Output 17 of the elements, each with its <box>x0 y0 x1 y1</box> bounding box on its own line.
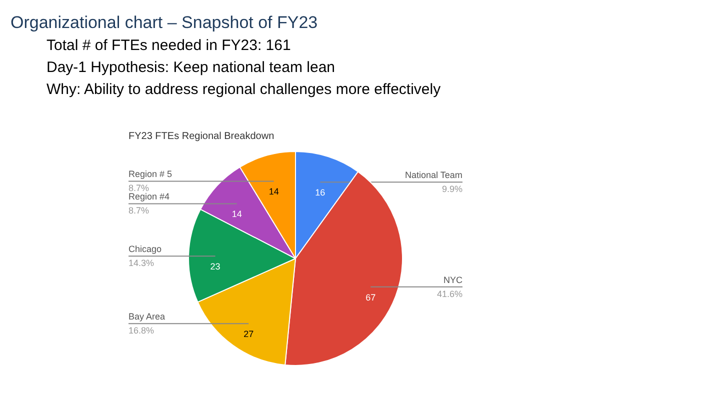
data-label: 27 <box>244 329 254 340</box>
data-label: 16 <box>315 188 326 198</box>
text: Why: Ability to address regional challenges more effectively <box>46 81 442 98</box>
text: Total # of FTEs needed in FY23: 161 <box>46 37 291 54</box>
slice-label: Bay Area 16.8% <box>128 312 166 336</box>
data-label: 14 <box>268 186 279 197</box>
slice-label: National Team 9.9% <box>404 170 462 194</box>
chart-subtitle: FY23 FTEs Regional Breakdown <box>128 131 274 142</box>
slice-label: NYC 41.6% <box>436 274 463 299</box>
text: Day-1 Hypothesis: Keep national team lean <box>46 59 336 76</box>
data-label: 67 <box>366 292 376 302</box>
slice-label: Region #4 8.7% <box>128 192 170 216</box>
slice-label: Region # 5 8.7% <box>128 169 172 194</box>
slice-label: Chicago 14.3% <box>128 244 162 268</box>
chart-title: Organizational chart – Snapshot of FY23 <box>10 13 318 32</box>
data-label: 14 <box>232 209 242 220</box>
data-label: 23 <box>210 262 220 272</box>
